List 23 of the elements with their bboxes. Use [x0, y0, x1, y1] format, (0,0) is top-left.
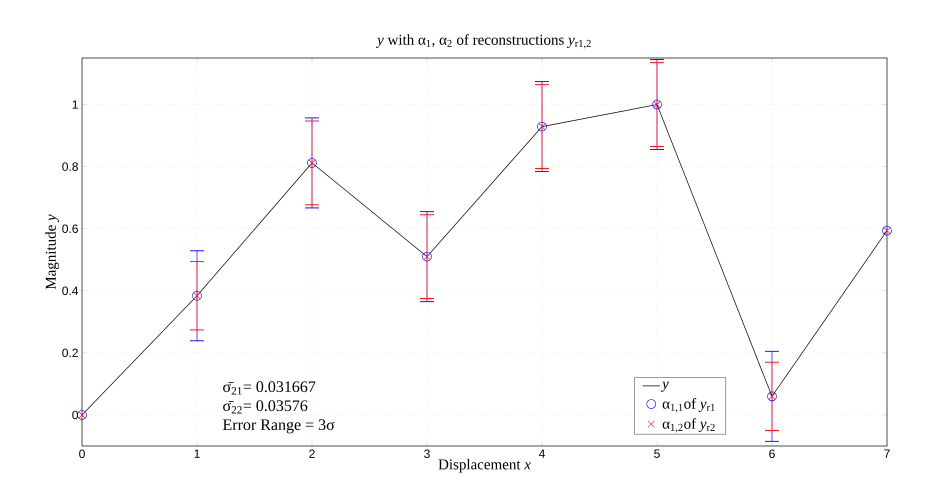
- y-tick-label: 0.2: [62, 348, 78, 358]
- x-tick-label: 6: [769, 450, 775, 458]
- legend-label: α$_{1,1}$of y$_{r1}$: [662, 398, 715, 412]
- x-tick-label: 5: [654, 450, 660, 458]
- chart-title: y with α$_{1}$, α$_{2}$ of reconstructions y$_{r1,2}$: [376, 34, 591, 48]
- y-tick-label: 0.4: [62, 286, 78, 296]
- annotation: σ̄$_{21}$= 0.031667: [223, 381, 316, 395]
- annotation: σ̄$_{22}$= 0.03576: [223, 400, 308, 414]
- x-tick-label: 2: [309, 450, 315, 458]
- y-tick-label: 1: [72, 100, 78, 109]
- x-tick-label: 3: [424, 450, 430, 458]
- x-axis-title: Displacement x: [438, 458, 531, 472]
- annotation: Error Range = 3σ: [222, 419, 335, 434]
- y-axis-title: Magnitude y: [45, 214, 59, 290]
- x-tick-label: 1: [194, 450, 200, 458]
- x-tick-label: 7: [884, 450, 890, 458]
- y-tick-label: 0.6: [62, 224, 78, 233]
- legend-label: y: [660, 382, 669, 392]
- x-tick-label: 0: [79, 450, 85, 458]
- x-tick-label: 4: [538, 450, 545, 458]
- legend-label: α$_{1,2}$of y$_{r2}$: [662, 418, 715, 432]
- y-tick-label: 0: [72, 410, 78, 420]
- y-tick-label: 0.8: [62, 162, 78, 171]
